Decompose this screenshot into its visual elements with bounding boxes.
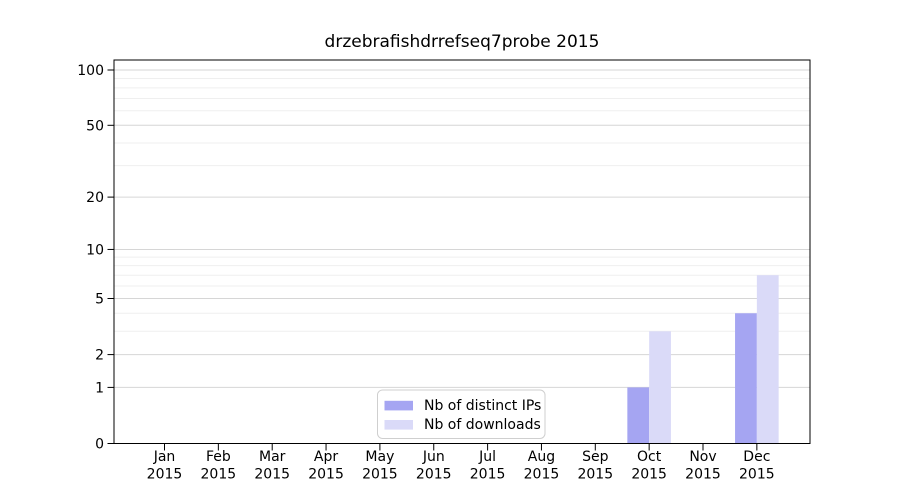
- legend-box: [377, 389, 546, 439]
- x-tick-label-month: Jun: [422, 449, 445, 465]
- legend-swatch-downloads: [384, 420, 413, 430]
- x-tick-label-month: Sep: [582, 449, 609, 465]
- x-tick-label-month: Dec: [743, 449, 770, 465]
- y-axis: 0 1 2 5 10 20 50 100: [77, 63, 114, 453]
- x-tick-label-year: 2015: [362, 467, 398, 483]
- legend-swatch-distinct-ips: [384, 400, 413, 411]
- legend-label-downloads: Nb of downloads: [424, 417, 541, 433]
- x-tick-label-year: 2015: [685, 467, 721, 483]
- x-tick-label-year: 2015: [147, 467, 183, 483]
- y-tick-label: 5: [95, 291, 104, 307]
- x-tick-label-month: Jan: [153, 449, 176, 465]
- x-tick-label-year: 2015: [416, 467, 452, 483]
- y-tick-label: 0: [95, 437, 104, 453]
- bar: [735, 313, 757, 444]
- y-tick-label: 10: [86, 242, 104, 258]
- x-tick-label-month: Nov: [689, 449, 716, 465]
- chart-title: drzebrafishdrrefseq7probe 2015: [325, 32, 600, 52]
- bar: [756, 275, 779, 444]
- x-tick-label-month: Feb: [206, 449, 231, 465]
- legend-label-distinct-ips: Nb of distinct IPs: [424, 398, 541, 414]
- x-tick-label-year: 2015: [577, 467, 613, 483]
- plot-border: [113, 59, 811, 444]
- x-tick-label-month: Aug: [528, 449, 555, 465]
- legend: Nb of distinct IPs Nb of downloads: [377, 389, 546, 439]
- x-tick-label-year: 2015: [470, 467, 506, 483]
- x-tick-label-year: 2015: [308, 467, 344, 483]
- x-tick-label-month: Jul: [478, 449, 496, 465]
- x-axis: Jan 2015 Feb 2015 Mar 2015 Apr 2015 May 2015 Jun 20…: [147, 443, 775, 483]
- gridlines: [114, 69, 810, 388]
- x-tick-label-month: Apr: [314, 449, 338, 465]
- x-tick-label-year: 2015: [739, 467, 775, 483]
- x-tick-label-year: 2015: [201, 467, 237, 483]
- x-tick-label-year: 2015: [524, 467, 560, 483]
- x-tick-label-year: 2015: [631, 467, 667, 483]
- y-tick-label: 20: [86, 190, 104, 206]
- x-tick-label-month: May: [365, 449, 394, 465]
- bar: [649, 331, 671, 444]
- y-tick-label: 2: [95, 348, 104, 364]
- y-tick-label: 1: [95, 380, 104, 396]
- x-tick-label-year: 2015: [254, 467, 290, 483]
- bar: [627, 387, 650, 444]
- x-tick-label-month: Mar: [259, 449, 286, 465]
- bars: [627, 275, 779, 444]
- y-tick-label: 50: [86, 118, 104, 134]
- y-tick-label: 100: [77, 63, 104, 79]
- x-tick-label-month: Oct: [637, 449, 662, 465]
